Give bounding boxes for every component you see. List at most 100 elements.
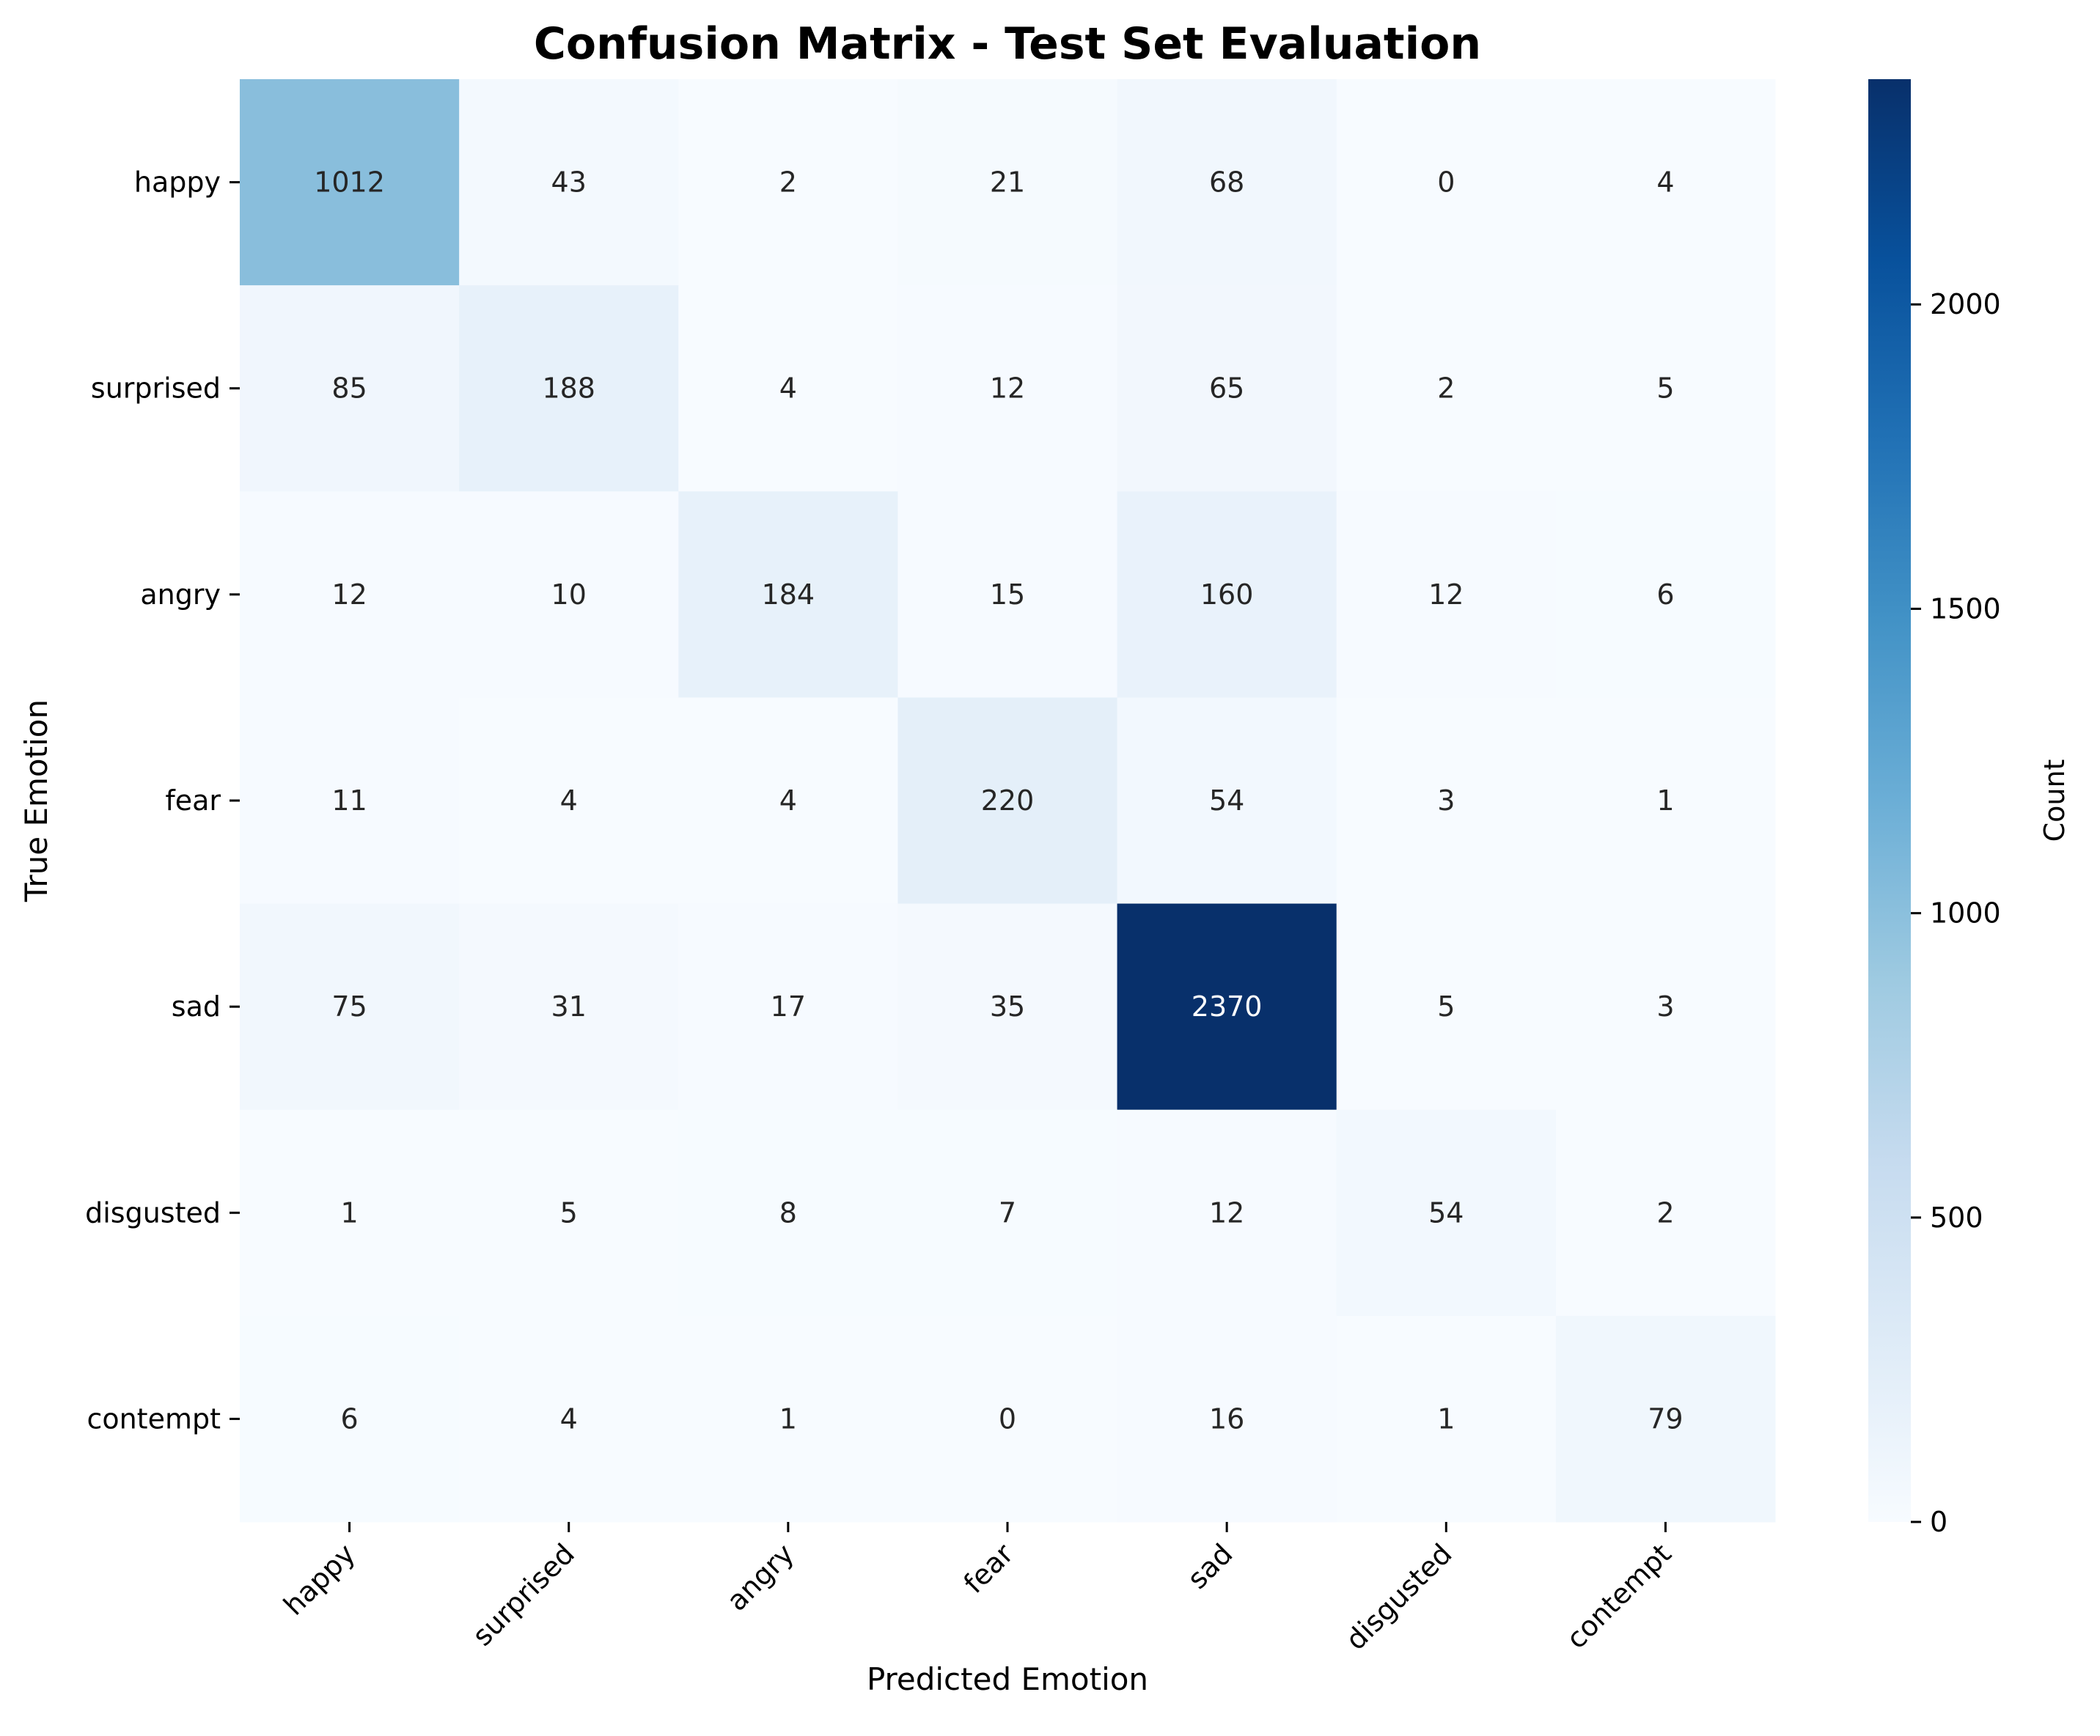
cell-value-label: 7 (999, 1196, 1016, 1229)
heatmap-cell (459, 491, 679, 698)
y-tick-label: angry (140, 578, 221, 611)
cell-value-label: 85 (331, 372, 367, 405)
heatmap-cell (1555, 903, 1776, 1111)
cell-value-label: 16 (1209, 1402, 1244, 1435)
cell-value-label: 12 (331, 578, 367, 611)
heatmap-cell (1336, 1315, 1557, 1523)
heatmap-cell (459, 1315, 679, 1523)
cell-value-label: 21 (990, 166, 1025, 199)
x-axis-ticks: happy surprised angry fear sad disgusted conte… (277, 1522, 1678, 1656)
colorbar-tick-label: 0 (1930, 1506, 1947, 1538)
heatmap-cell (459, 903, 679, 1111)
cell-value-label: 12 (1209, 1196, 1244, 1229)
cell-value-label: 2 (779, 166, 797, 199)
x-tick-label: surprised (466, 1537, 581, 1652)
heatmap-cell (1117, 903, 1337, 1111)
cell-value-label: 43 (551, 166, 587, 199)
heatmap-cell (240, 1315, 460, 1523)
cell-value-label: 1 (779, 1402, 797, 1435)
colorbar-label: Count (2038, 760, 2071, 842)
heatmap-cell (1336, 697, 1557, 905)
colorbar-tick-label: 1000 (1930, 897, 2001, 930)
heatmap-cell (1555, 1315, 1776, 1523)
heatmap-cell (678, 1109, 898, 1317)
cell-value-label: 75 (331, 990, 367, 1023)
cell-value-label: 0 (999, 1402, 1016, 1435)
heatmap-cell (1117, 697, 1337, 905)
cell-value-label: 160 (1200, 578, 1254, 611)
cell-value-label: 54 (1209, 784, 1244, 817)
cell-value-label: 2370 (1192, 990, 1263, 1023)
cell-value-label: 17 (771, 990, 806, 1023)
cell-value-label: 1 (340, 1196, 358, 1229)
heatmap-cell (678, 491, 898, 698)
heatmap-cell (240, 491, 460, 698)
colorbar-tick-label: 2000 (1930, 288, 2001, 320)
cell-value-label: 12 (1428, 578, 1464, 611)
heatmap-cell (1336, 903, 1557, 1111)
x-tick-label: fear (958, 1537, 1020, 1600)
heatmap-cell (1555, 285, 1776, 492)
x-axis-label: Predicted Emotion (867, 1661, 1148, 1697)
y-tick-label: disgusted (85, 1196, 221, 1229)
heatmap-cell (1336, 491, 1557, 698)
cell-value-label: 6 (1656, 578, 1674, 611)
cell-value-label: 68 (1209, 166, 1244, 199)
colorbar-ticks: 0 500 1000 1500 2000 (1911, 288, 2001, 1538)
y-tick-label: sad (172, 990, 221, 1023)
heatmap-cell (1336, 79, 1557, 286)
cell-value-label: 15 (990, 578, 1025, 611)
cell-value-label: 184 (762, 578, 815, 611)
heatmap-cell (678, 903, 898, 1111)
heatmap-cell (1555, 1109, 1776, 1317)
heatmap-cell (678, 1315, 898, 1523)
cell-value-label: 4 (1656, 166, 1674, 199)
y-tick-label: happy (134, 166, 221, 199)
heatmap-cell (459, 79, 679, 286)
heatmap-cell (897, 79, 1118, 286)
cell-value-label: 220 (981, 784, 1035, 817)
cell-value-label: 5 (560, 1196, 578, 1229)
y-tick-label: surprised (91, 372, 221, 405)
cell-value-label: 11 (331, 784, 367, 817)
y-tick-label: fear (165, 784, 221, 817)
cell-value-label: 2 (1437, 372, 1455, 405)
heatmap-cells: 1012 43 2 21 68 0 485 188 4 12 65 2 512 10 184 15 160 12 6… (240, 79, 1776, 1523)
heatmap-cell (897, 491, 1118, 698)
heatmap-cell (678, 697, 898, 905)
x-tick-label: sad (1181, 1537, 1239, 1595)
cell-value-label: 3 (1656, 990, 1674, 1023)
cell-value-label: 4 (560, 784, 578, 817)
colorbar-tick-label: 1500 (1930, 592, 2001, 625)
heatmap-cell (240, 285, 460, 492)
x-tick-label: angry (721, 1537, 801, 1617)
cell-value-label: 2 (1656, 1196, 1674, 1229)
heatmap-cell (459, 697, 679, 905)
cell-value-label: 31 (551, 990, 587, 1023)
heatmap-cell (897, 1109, 1118, 1317)
heatmap-cell (1117, 285, 1337, 492)
y-tick-label: contempt (87, 1402, 221, 1435)
heatmap-cell (1336, 285, 1557, 492)
heatmap-cell (459, 285, 679, 492)
y-axis-label: True Emotion (18, 699, 54, 902)
y-axis-ticks: happy surprised angry fear sad disgusted conte… (85, 166, 240, 1435)
heatmap-cell (240, 697, 460, 905)
cell-value-label: 5 (1656, 372, 1674, 405)
cell-value-label: 8 (779, 1196, 797, 1229)
colorbar-tick-label: 500 (1930, 1202, 1983, 1234)
x-tick-label: disgusted (1340, 1537, 1458, 1656)
cell-value-label: 5 (1437, 990, 1455, 1023)
cell-value-label: 1012 (314, 166, 385, 199)
cell-value-label: 12 (990, 372, 1025, 405)
heatmap-cell (897, 1315, 1118, 1523)
heatmap-cell (1555, 79, 1776, 286)
cell-value-label: 4 (779, 784, 797, 817)
cell-value-label: 4 (779, 372, 797, 405)
heatmap-cell (678, 79, 898, 286)
heatmap-cell (240, 903, 460, 1111)
cell-value-label: 4 (560, 1402, 578, 1435)
heatmap-cell (1117, 1109, 1337, 1317)
cell-value-label: 3 (1437, 784, 1455, 817)
